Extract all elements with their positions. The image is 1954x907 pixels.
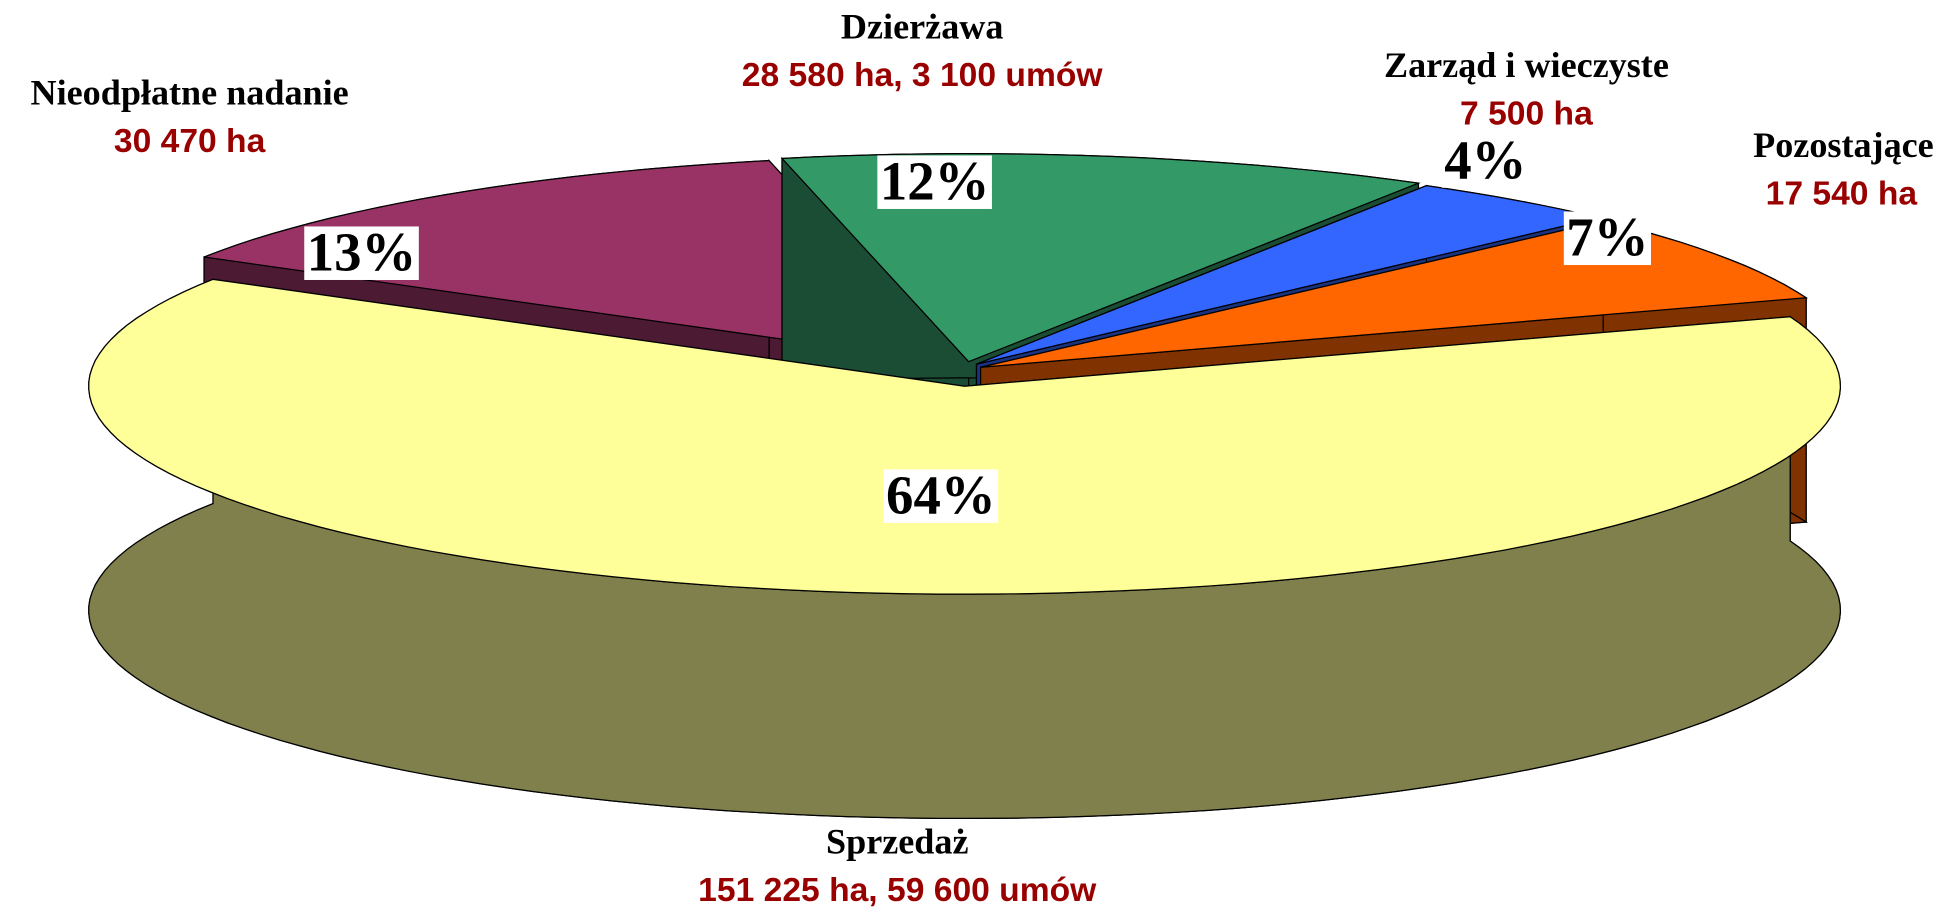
category-label: Sprzedaż — [826, 821, 968, 861]
percent-label-bg — [883, 469, 999, 523]
percent-label-bg — [304, 226, 419, 280]
slice-top — [203, 159, 958, 365]
percent-label: 7% — [1566, 207, 1648, 268]
slice-top — [88, 278, 1842, 595]
detail-label: 17 540 ha — [1766, 175, 1918, 212]
category-label: Zarząd i wieczyste — [1384, 45, 1669, 85]
percent-label: 12% — [880, 150, 990, 211]
detail-label: 28 580 ha, 3 100 umów — [742, 57, 1104, 94]
percent-label: 4% — [1444, 129, 1526, 190]
percent-label-bg — [1563, 211, 1652, 266]
slice — [88, 278, 1842, 820]
percent-label-bg — [1441, 134, 1529, 188]
category-label: Nieodpłatne nadanie — [31, 73, 349, 113]
percent-label-bg — [877, 155, 992, 209]
detail-label: 30 470 ha — [114, 123, 266, 160]
detail-label: 151 225 ha, 59 600 umów — [698, 872, 1097, 907]
category-label: Dzierżawa — [841, 7, 1003, 47]
detail-label: 7 500 ha — [1460, 96, 1593, 133]
percent-label: 64% — [886, 464, 996, 525]
pie — [88, 152, 1842, 820]
category-label: Pozostające — [1753, 125, 1934, 165]
percent-label: 13% — [307, 221, 417, 282]
